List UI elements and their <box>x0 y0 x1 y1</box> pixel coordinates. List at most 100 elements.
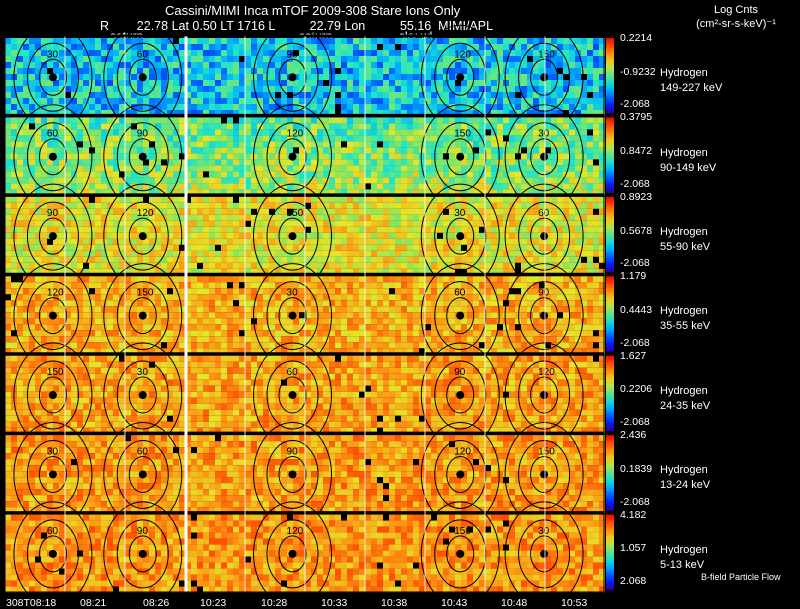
heatmap-cell <box>221 330 227 337</box>
heatmap-cell <box>215 86 221 92</box>
heatmap-cell <box>125 147 131 154</box>
heatmap-cell <box>29 92 35 98</box>
heatmap-cell <box>143 80 149 86</box>
heatmap-cell <box>401 324 407 331</box>
heatmap-cell <box>377 196 383 203</box>
heatmap-cell <box>167 208 173 215</box>
heatmap-cell <box>497 208 503 215</box>
heatmap-cell <box>11 98 17 104</box>
heatmap-cell <box>53 147 59 154</box>
heatmap-cell <box>599 38 605 44</box>
heatmap-cell <box>581 80 587 86</box>
heatmap-cell <box>587 208 593 215</box>
heatmap-cell <box>299 117 305 124</box>
heatmap-cell <box>215 44 221 50</box>
heatmap-cell <box>383 306 389 313</box>
heatmap-cell <box>485 129 491 136</box>
heatmap-cell <box>509 141 515 148</box>
heatmap-cell <box>335 153 341 160</box>
heatmap-cell <box>419 135 425 142</box>
heatmap-cell <box>95 171 101 178</box>
heatmap-cell <box>569 165 575 172</box>
heatmap-cell <box>371 256 377 263</box>
heatmap-cell <box>365 104 371 110</box>
heatmap-cell <box>137 147 143 154</box>
heatmap-cell <box>119 183 125 190</box>
heatmap-cell <box>569 250 575 257</box>
heatmap-cell <box>215 238 221 245</box>
heatmap-cell <box>587 141 593 148</box>
heatmap-cell <box>233 288 239 295</box>
heatmap-cell <box>233 147 239 154</box>
heatmap-cell <box>581 68 587 74</box>
heatmap-cell <box>305 98 311 104</box>
heatmap-cell <box>341 220 347 227</box>
heatmap-cell <box>89 256 95 263</box>
heatmap-cell <box>587 244 593 251</box>
heatmap-cell <box>317 183 323 190</box>
heatmap-cell <box>5 294 11 301</box>
heatmap-cell <box>305 74 311 80</box>
heatmap-cell <box>371 202 377 209</box>
heatmap-cell <box>17 141 23 148</box>
heatmap-cell <box>47 68 53 74</box>
heatmap-cell <box>197 44 203 50</box>
heatmap-cell <box>437 196 443 203</box>
heatmap-cell <box>491 147 497 154</box>
heatmap-cell <box>59 153 65 160</box>
heatmap-cell <box>179 104 185 110</box>
heatmap-cell <box>47 117 53 124</box>
heatmap-cell <box>413 324 419 331</box>
heatmap-cell <box>419 38 425 44</box>
heatmap-cell <box>245 56 251 62</box>
heatmap-cell <box>323 276 329 283</box>
contour-label: 60 <box>538 208 550 219</box>
heatmap-cell <box>23 153 29 160</box>
heatmap-cell <box>377 129 383 136</box>
heatmap-cell <box>341 44 347 50</box>
heatmap-cell <box>341 50 347 56</box>
heatmap-cell <box>539 324 545 331</box>
heatmap-cell <box>239 288 245 295</box>
heatmap-cell <box>473 92 479 98</box>
heatmap-cell <box>449 165 455 172</box>
heatmap-cell <box>221 165 227 172</box>
heatmap-cell <box>11 62 17 68</box>
heatmap-cell <box>377 104 383 110</box>
heatmap-cell <box>419 312 425 319</box>
heatmap-cell <box>509 80 515 86</box>
heatmap-cell <box>173 80 179 86</box>
heatmap-cell <box>95 177 101 184</box>
heatmap-cell <box>413 244 419 251</box>
heatmap-cell <box>443 50 449 56</box>
heatmap-cell <box>65 74 71 80</box>
heatmap-cell <box>41 38 47 44</box>
heatmap-cell <box>107 294 113 301</box>
heatmap-cell <box>101 141 107 148</box>
heatmap-cell <box>35 80 41 86</box>
heatmap-cell <box>107 238 113 245</box>
heatmap-cell <box>35 68 41 74</box>
heatmap-cell <box>11 262 17 269</box>
heatmap-cell <box>593 50 599 56</box>
heatmap-cell <box>35 56 41 62</box>
heatmap-cell <box>533 74 539 80</box>
heatmap-cell <box>485 177 491 184</box>
heatmap-cell <box>311 262 317 269</box>
heatmap-cell <box>287 86 293 92</box>
heatmap-cell <box>47 300 53 307</box>
heatmap-cell <box>593 226 599 233</box>
heatmap-cell <box>95 135 101 142</box>
heatmap-cell <box>515 86 521 92</box>
heatmap-cell <box>299 276 305 283</box>
heatmap-cell <box>413 117 419 124</box>
heatmap-cell <box>197 244 203 251</box>
heatmap-cell <box>551 80 557 86</box>
heatmap-cell <box>179 141 185 148</box>
heatmap-cell <box>347 171 353 178</box>
heatmap-cell <box>371 68 377 74</box>
heatmap-cell <box>233 68 239 74</box>
heatmap-cell <box>275 330 281 337</box>
heatmap-cell <box>455 80 461 86</box>
heatmap-cell <box>407 62 413 68</box>
